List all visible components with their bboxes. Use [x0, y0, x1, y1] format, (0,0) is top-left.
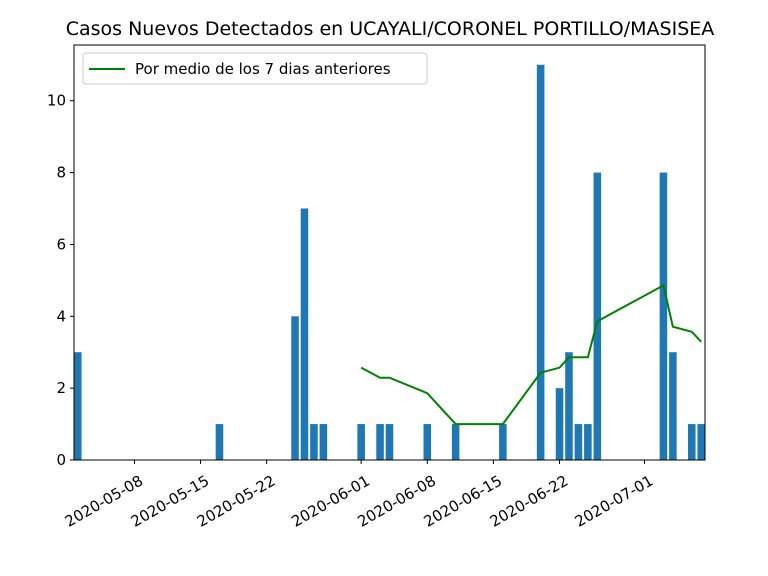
bar	[565, 352, 573, 460]
y-tick-label: 2	[56, 379, 66, 397]
bar	[451, 424, 460, 460]
bar	[215, 424, 224, 460]
bar	[555, 388, 564, 460]
bar	[300, 208, 309, 460]
bar	[376, 424, 384, 460]
legend: Por medio de los 7 dias anteriores	[82, 52, 428, 85]
bar	[499, 424, 507, 460]
bar	[74, 352, 82, 460]
y-tick-label: 0	[56, 451, 66, 469]
y-tick-label: 10	[47, 92, 66, 110]
bar	[319, 424, 328, 460]
bars-group	[74, 64, 705, 460]
y-axis: 0 2 4 6 8 10	[47, 92, 74, 469]
bar	[574, 424, 583, 460]
bar	[357, 424, 365, 460]
x-tick-label: 2020-07-01	[572, 472, 657, 531]
chart-title: Casos Nuevos Detectados en UCAYALI/CORON…	[66, 18, 715, 40]
legend-box	[82, 52, 428, 85]
bar	[310, 424, 318, 460]
bar	[584, 424, 592, 460]
legend-label: Por medio de los 7 dias anteriores	[135, 60, 391, 78]
bar	[697, 424, 705, 460]
y-tick-label: 4	[56, 307, 66, 325]
bar	[659, 172, 668, 460]
bar	[423, 424, 432, 460]
y-tick-label: 8	[56, 164, 66, 182]
line-group	[360, 283, 702, 426]
bar	[536, 64, 545, 460]
bar	[385, 424, 394, 460]
bar	[291, 316, 299, 460]
line-series	[360, 283, 702, 426]
bar	[687, 424, 696, 460]
bar	[593, 172, 602, 460]
y-tick-label: 6	[56, 235, 66, 253]
bar	[669, 352, 677, 460]
plot-frame	[73, 44, 706, 461]
